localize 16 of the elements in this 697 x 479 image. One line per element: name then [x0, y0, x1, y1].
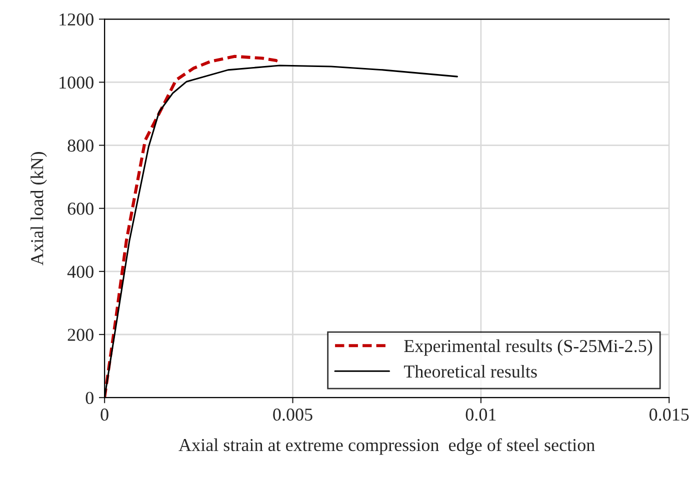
y-tick-label: 200 — [68, 328, 94, 341]
y-tick-label: 600 — [68, 202, 94, 215]
x-tick-label: 0 — [100, 408, 108, 421]
y-tick-label: 1200 — [60, 13, 94, 26]
legend-label: Experimental results (S-25Mi-2.5) — [404, 339, 652, 356]
x-axis-title: Axial strain at extreme compression edge of steel section — [178, 438, 595, 455]
y-tick-label: 0 — [86, 392, 94, 404]
legend-label: Theoretical results — [404, 364, 537, 378]
y-tick-label: 800 — [68, 140, 94, 152]
x-tick-label: 0.005 — [273, 408, 312, 421]
y-tick-label: 1000 — [60, 76, 94, 89]
x-tick-label: 0.015 — [649, 408, 689, 421]
line-series — [104, 54, 278, 398]
x-tick-label: 0.01 — [466, 408, 496, 421]
y-tick-label: 400 — [67, 266, 94, 278]
y-axis-title: Axial load (kN) — [30, 152, 47, 266]
